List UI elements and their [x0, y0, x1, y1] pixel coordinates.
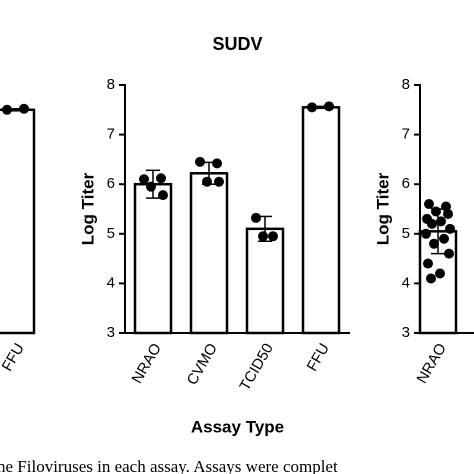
x-tick-label: FFU — [0, 340, 28, 374]
data-point — [2, 104, 12, 115]
data-point — [436, 216, 446, 227]
x-tick-label: NRAO — [414, 340, 450, 386]
data-point — [158, 190, 168, 201]
bar — [245, 227, 285, 335]
x-tick-label: TCID50 — [236, 340, 277, 393]
bar — [301, 106, 341, 335]
x-tick-label: NRAO — [129, 340, 165, 386]
y-tick-label: 7 — [107, 126, 115, 143]
y-tick-label: 4 — [107, 274, 115, 291]
data-point — [421, 228, 431, 239]
y-tick-label: 5 — [402, 225, 410, 242]
y-tick-label: 6 — [107, 175, 115, 192]
data-point — [19, 103, 29, 114]
y-tick-label: 3 — [402, 324, 410, 341]
x-tick-label: CVMO — [184, 340, 221, 387]
caption: ne Filoviruses in each assay. Assays wer… — [0, 457, 338, 474]
data-point — [202, 176, 212, 187]
y-tick-label: 5 — [107, 225, 115, 242]
data-point — [251, 212, 261, 223]
y-axis-label: Log Titer — [373, 172, 392, 245]
y-tick-label: 8 — [402, 76, 410, 93]
data-point — [139, 174, 149, 185]
data-point — [429, 238, 439, 249]
data-point — [307, 102, 317, 113]
data-point — [439, 233, 449, 244]
x-axis-label: Assay Type — [191, 417, 284, 436]
y-tick-label: 8 — [107, 76, 115, 93]
x-tick-label: FFU — [304, 340, 333, 374]
y-tick-label: 3 — [107, 324, 115, 341]
bar — [133, 182, 173, 335]
data-point — [423, 258, 433, 269]
chart-title: SUDV — [212, 34, 262, 54]
data-point — [324, 101, 334, 112]
data-point — [427, 218, 437, 229]
data-point — [445, 223, 455, 234]
y-tick-label: 7 — [402, 126, 410, 143]
data-point — [444, 248, 454, 259]
data-point — [212, 158, 222, 169]
y-tick-label: 4 — [402, 274, 410, 291]
data-point — [268, 231, 278, 242]
data-point — [424, 199, 434, 210]
data-point — [258, 231, 268, 242]
y-tick-label: 6 — [402, 175, 410, 192]
data-point — [195, 156, 205, 167]
data-point — [426, 273, 436, 284]
data-point — [443, 208, 453, 219]
data-point — [431, 206, 441, 217]
data-point — [146, 181, 156, 192]
data-point — [214, 176, 224, 187]
bar — [189, 172, 229, 335]
y-axis-label: Log Titer — [78, 172, 97, 245]
data-point — [156, 173, 166, 184]
data-point — [435, 268, 445, 279]
bar — [0, 108, 36, 335]
